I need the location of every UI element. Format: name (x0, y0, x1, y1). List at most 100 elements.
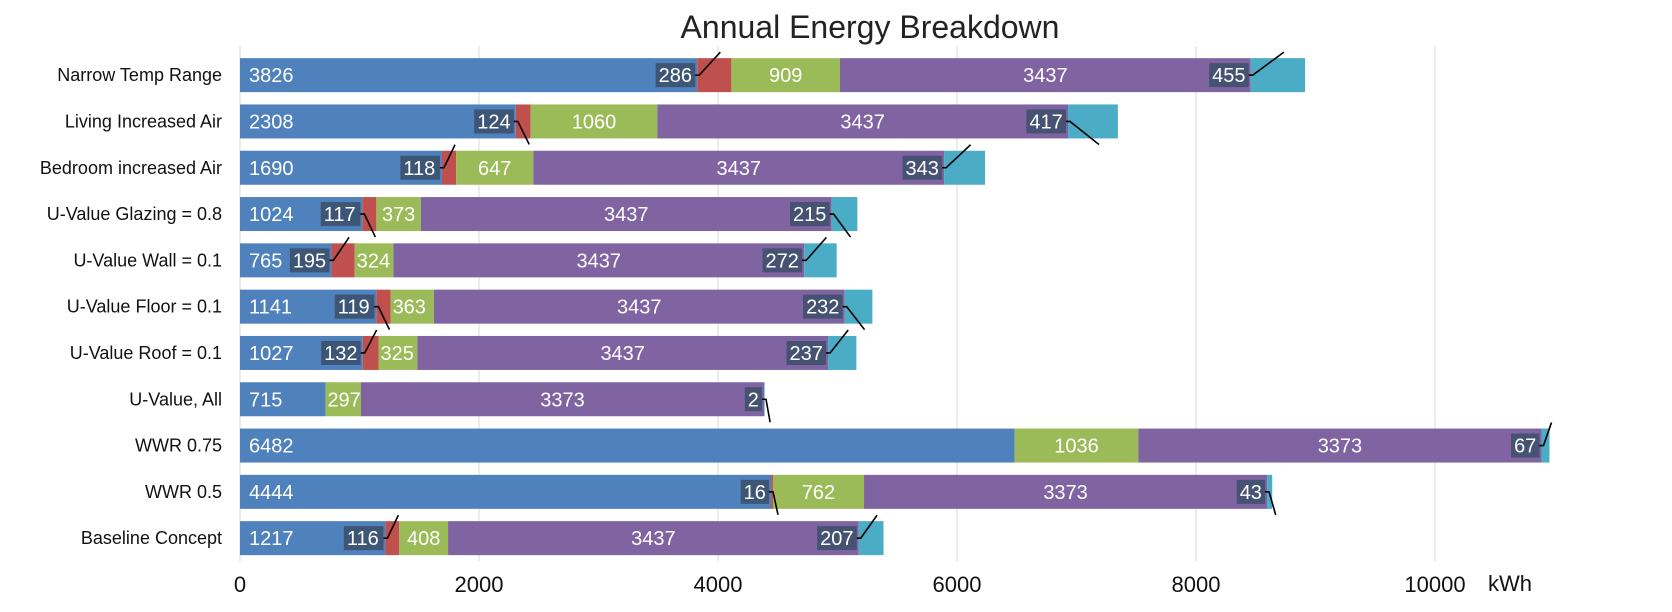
bar-segment (456, 150, 534, 185)
data-label: 3437 (716, 158, 761, 180)
data-label-box (1511, 433, 1540, 458)
data-label: 373 (382, 204, 415, 226)
bar-segment (378, 335, 418, 370)
data-label-box (803, 294, 843, 319)
data-label-box (817, 526, 857, 551)
callout-line (769, 491, 779, 516)
data-label: 132 (324, 343, 357, 365)
data-label: 67 (1514, 436, 1536, 458)
data-label: 1024 (249, 204, 294, 226)
bar-segment (772, 474, 865, 509)
data-label: 207 (820, 528, 853, 550)
bar-segment (362, 197, 377, 232)
data-label-box (320, 202, 361, 227)
data-label: 715 (249, 389, 282, 411)
bar-segment (385, 521, 400, 556)
category-label: WWR 0.5 (145, 482, 222, 502)
data-label: 6482 (249, 436, 294, 458)
data-label: 3437 (631, 528, 676, 550)
data-label: 16 (744, 482, 766, 504)
data-label: 2 (748, 389, 759, 411)
data-label-box (744, 387, 763, 412)
category-label: U-Value, All (129, 389, 222, 409)
bar-segment (362, 335, 379, 370)
x-unit-label: kWh (1488, 571, 1532, 596)
callout-line (762, 398, 771, 423)
bar-segment (420, 197, 832, 232)
data-label: 343 (905, 158, 938, 180)
data-label-box (474, 109, 514, 134)
category-label: WWR 0.75 (135, 436, 222, 456)
data-label: 3373 (540, 389, 585, 411)
data-label: 4444 (249, 482, 294, 504)
data-label: 324 (357, 250, 390, 272)
x-tick-label: 8000 (1172, 572, 1221, 597)
data-label: 1060 (572, 111, 617, 133)
data-label: 2308 (249, 111, 294, 133)
bar-segment (858, 521, 884, 556)
data-label: 647 (478, 158, 511, 180)
bar-segment (944, 150, 986, 185)
data-label-box (289, 248, 330, 273)
data-label: 215 (793, 204, 826, 226)
category-label: Narrow Temp Range (57, 65, 222, 85)
category-label: U-Value Floor = 0.1 (67, 297, 222, 317)
callout-line (1539, 422, 1553, 447)
callout-line (383, 514, 400, 539)
data-label: 325 (381, 343, 414, 365)
callout-line (1066, 120, 1100, 146)
callout-line (360, 213, 377, 238)
bar-segment (515, 104, 531, 139)
data-label: 124 (477, 111, 510, 133)
data-label: 3437 (1023, 65, 1068, 87)
data-label-box (790, 202, 830, 227)
data-label: 272 (766, 250, 799, 272)
callout-line (695, 51, 721, 76)
data-label: 762 (802, 482, 835, 504)
data-label: 232 (806, 297, 839, 319)
bar-segment (1068, 104, 1118, 139)
category-label: U-Value Wall = 0.1 (73, 250, 222, 270)
data-label: 195 (293, 250, 326, 272)
category-label: Bedroom increased Air (40, 158, 222, 178)
data-label-box (1236, 479, 1266, 504)
data-label-box (334, 294, 375, 319)
data-label: 1217 (249, 528, 294, 550)
category-label: Baseline Concept (81, 528, 222, 548)
data-label: 1027 (249, 343, 294, 365)
data-label: 455 (1212, 65, 1245, 87)
bar-segment (864, 474, 1268, 509)
data-label: 119 (338, 297, 370, 319)
data-label: 43 (1240, 482, 1262, 504)
data-label: 1690 (249, 158, 294, 180)
bar-segment (831, 197, 858, 232)
callout-line (829, 213, 852, 238)
data-label: 297 (327, 389, 360, 411)
data-label-box (655, 63, 696, 88)
bar-segment (240, 474, 772, 509)
bar-segment (376, 197, 421, 232)
bar-segment (441, 150, 457, 185)
x-tick-labels: 0 2000 4000 6000 8000 10000 (234, 572, 1466, 597)
callout-line (329, 236, 350, 262)
callout-line (826, 329, 849, 354)
category-labels: Narrow Temp Range Living Increased Air Bed… (40, 65, 222, 548)
data-label: 1141 (249, 297, 292, 319)
data-label: 3373 (1043, 482, 1088, 504)
data-label: 3826 (249, 65, 294, 87)
callout-line (1248, 51, 1285, 76)
callout-line (374, 305, 391, 330)
bar-segment (533, 150, 945, 185)
data-label: 363 (393, 297, 426, 319)
bar-segment (840, 58, 1251, 93)
data-label-box (343, 526, 384, 551)
bar-segment (360, 382, 765, 417)
data-labels: 3826 286 909 3437 455 2308 124 1060 3437 417 1690 1… (249, 51, 1553, 551)
data-label-box (400, 155, 440, 180)
data-label-box (321, 340, 361, 365)
callout-line (856, 514, 878, 539)
bars (240, 58, 1550, 556)
callout-line (842, 305, 866, 331)
chart-title: Annual Energy Breakdown (681, 9, 1060, 45)
